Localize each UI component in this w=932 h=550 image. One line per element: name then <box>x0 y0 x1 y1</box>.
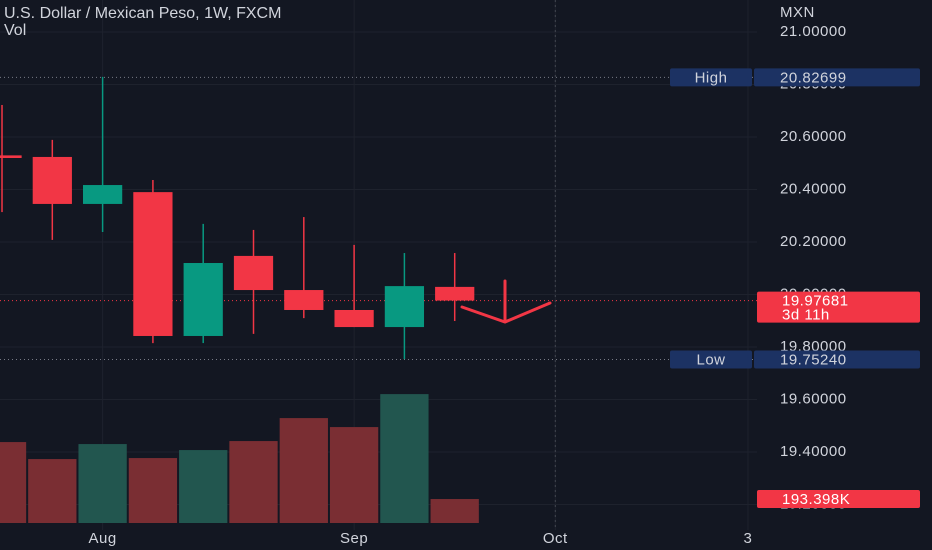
volume-bar <box>179 450 228 523</box>
price-axis: 19.2000019.4000019.6000019.8000020.00000… <box>89 23 847 547</box>
candle-body <box>435 286 475 301</box>
y-tick-label: 20.20000 <box>780 233 847 250</box>
volume-bar <box>0 442 27 523</box>
level-name-box <box>670 350 752 369</box>
volume-bar <box>380 394 429 523</box>
last-price-value: 19.97681 <box>782 293 849 310</box>
last-price-box <box>757 291 920 323</box>
y-tick-label: 21.00000 <box>780 23 847 40</box>
volume-bar <box>229 441 278 523</box>
candle-body <box>284 290 324 310</box>
candle-body <box>133 192 173 336</box>
level-name: High <box>695 69 728 86</box>
level-name: Low <box>696 351 725 368</box>
volume-bar <box>28 459 77 523</box>
level-value-box <box>754 350 920 369</box>
x-tick-label: Sep <box>340 530 368 547</box>
candles <box>0 76 475 360</box>
drawing-arrow <box>460 279 552 324</box>
grid <box>0 0 757 530</box>
y-tick-label: 20.60000 <box>780 128 847 145</box>
candle-body <box>334 309 374 328</box>
last-volume-box <box>757 490 920 509</box>
x-tick-label: Aug <box>89 530 117 547</box>
volume-bar <box>128 458 178 523</box>
x-tick-label: Oct <box>543 530 568 547</box>
volume-pane <box>0 394 479 523</box>
volume-bar <box>430 499 479 523</box>
level-value: 19.75240 <box>780 351 847 368</box>
level-value: 20.82699 <box>780 69 847 86</box>
countdown: 3d 11h <box>782 307 830 324</box>
level-value-box <box>754 68 920 87</box>
y-tick-label: 20.40000 <box>780 180 847 197</box>
volume-title: Vol <box>4 22 26 39</box>
volume-bar <box>279 418 328 523</box>
candle-body <box>183 263 223 336</box>
arrow-head <box>460 301 552 324</box>
x-tick-label: 3 <box>744 530 753 547</box>
candle-body <box>32 156 72 204</box>
volume-bar <box>78 444 127 523</box>
y-tick-label: 19.40000 <box>780 443 847 460</box>
candle-body <box>233 255 274 291</box>
level-name-box <box>670 68 752 87</box>
candle-body <box>0 155 22 159</box>
candle-body <box>82 185 123 204</box>
chart-title: U.S. Dollar / Mexican Peso, 1W, FXCM <box>4 5 281 22</box>
y-tick-label: 19.60000 <box>780 390 847 407</box>
volume-bar <box>329 427 379 523</box>
candle-body <box>384 286 425 328</box>
currency-label: MXN <box>780 4 815 21</box>
last-volume-value: 193.398K <box>782 491 850 508</box>
